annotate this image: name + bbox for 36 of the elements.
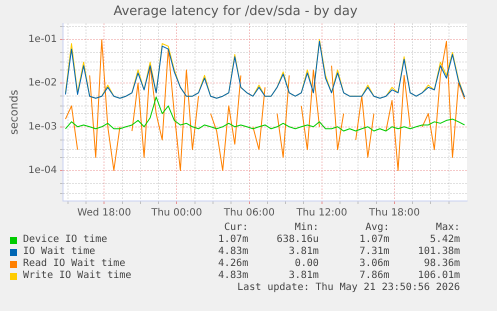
y-tick-label: 1e-01 xyxy=(28,34,58,45)
text: Max: xyxy=(434,222,460,234)
x-tick-label: Wed 18:00 xyxy=(77,208,132,219)
text: 106.01m xyxy=(416,270,460,282)
text: 7.31m xyxy=(358,246,390,258)
y-axis-title: seconds xyxy=(7,90,20,135)
legend-label: Write IO Wait time xyxy=(23,270,132,282)
text: 98.36m xyxy=(422,258,460,270)
text: 3.81m xyxy=(288,246,319,258)
text: 4.83m xyxy=(217,246,248,258)
text: Min: xyxy=(294,222,319,234)
y-tick-label: 1e-02 xyxy=(28,78,58,89)
x-tick-label: Thu 12:00 xyxy=(295,208,348,219)
text: 3.06m xyxy=(358,258,390,270)
text: 5.42m xyxy=(428,234,460,246)
y-tick-label: 1e-03 xyxy=(28,121,58,132)
text: 4.26m xyxy=(217,258,248,270)
text: 638.16u xyxy=(276,234,319,246)
text: 4.83m xyxy=(217,270,248,282)
text: 1.07m xyxy=(217,234,248,246)
text: Cur: xyxy=(223,222,248,234)
chart-title: Average latency for /dev/sda - by day xyxy=(113,4,358,20)
text: 0.00 xyxy=(294,258,319,270)
text: 1.07m xyxy=(358,234,390,246)
y-tick-label: 1e-04 xyxy=(28,165,58,176)
text: Avg: xyxy=(364,222,390,234)
x-tick-label: Thu 00:00 xyxy=(150,208,202,219)
x-tick-label: Thu 18:00 xyxy=(368,208,420,219)
legend-label: IO Wait time xyxy=(23,246,96,258)
legend-label: Read IO Wait time xyxy=(23,258,126,270)
legend-label: Device IO time xyxy=(23,234,108,246)
text: Last update: Thu May 21 23:50:56 2026 xyxy=(236,282,460,294)
text: 7.86m xyxy=(358,270,390,282)
text: 101.38m xyxy=(416,246,460,258)
text: 3.81m xyxy=(288,270,319,282)
x-tick-label: Thu 06:00 xyxy=(222,208,275,219)
